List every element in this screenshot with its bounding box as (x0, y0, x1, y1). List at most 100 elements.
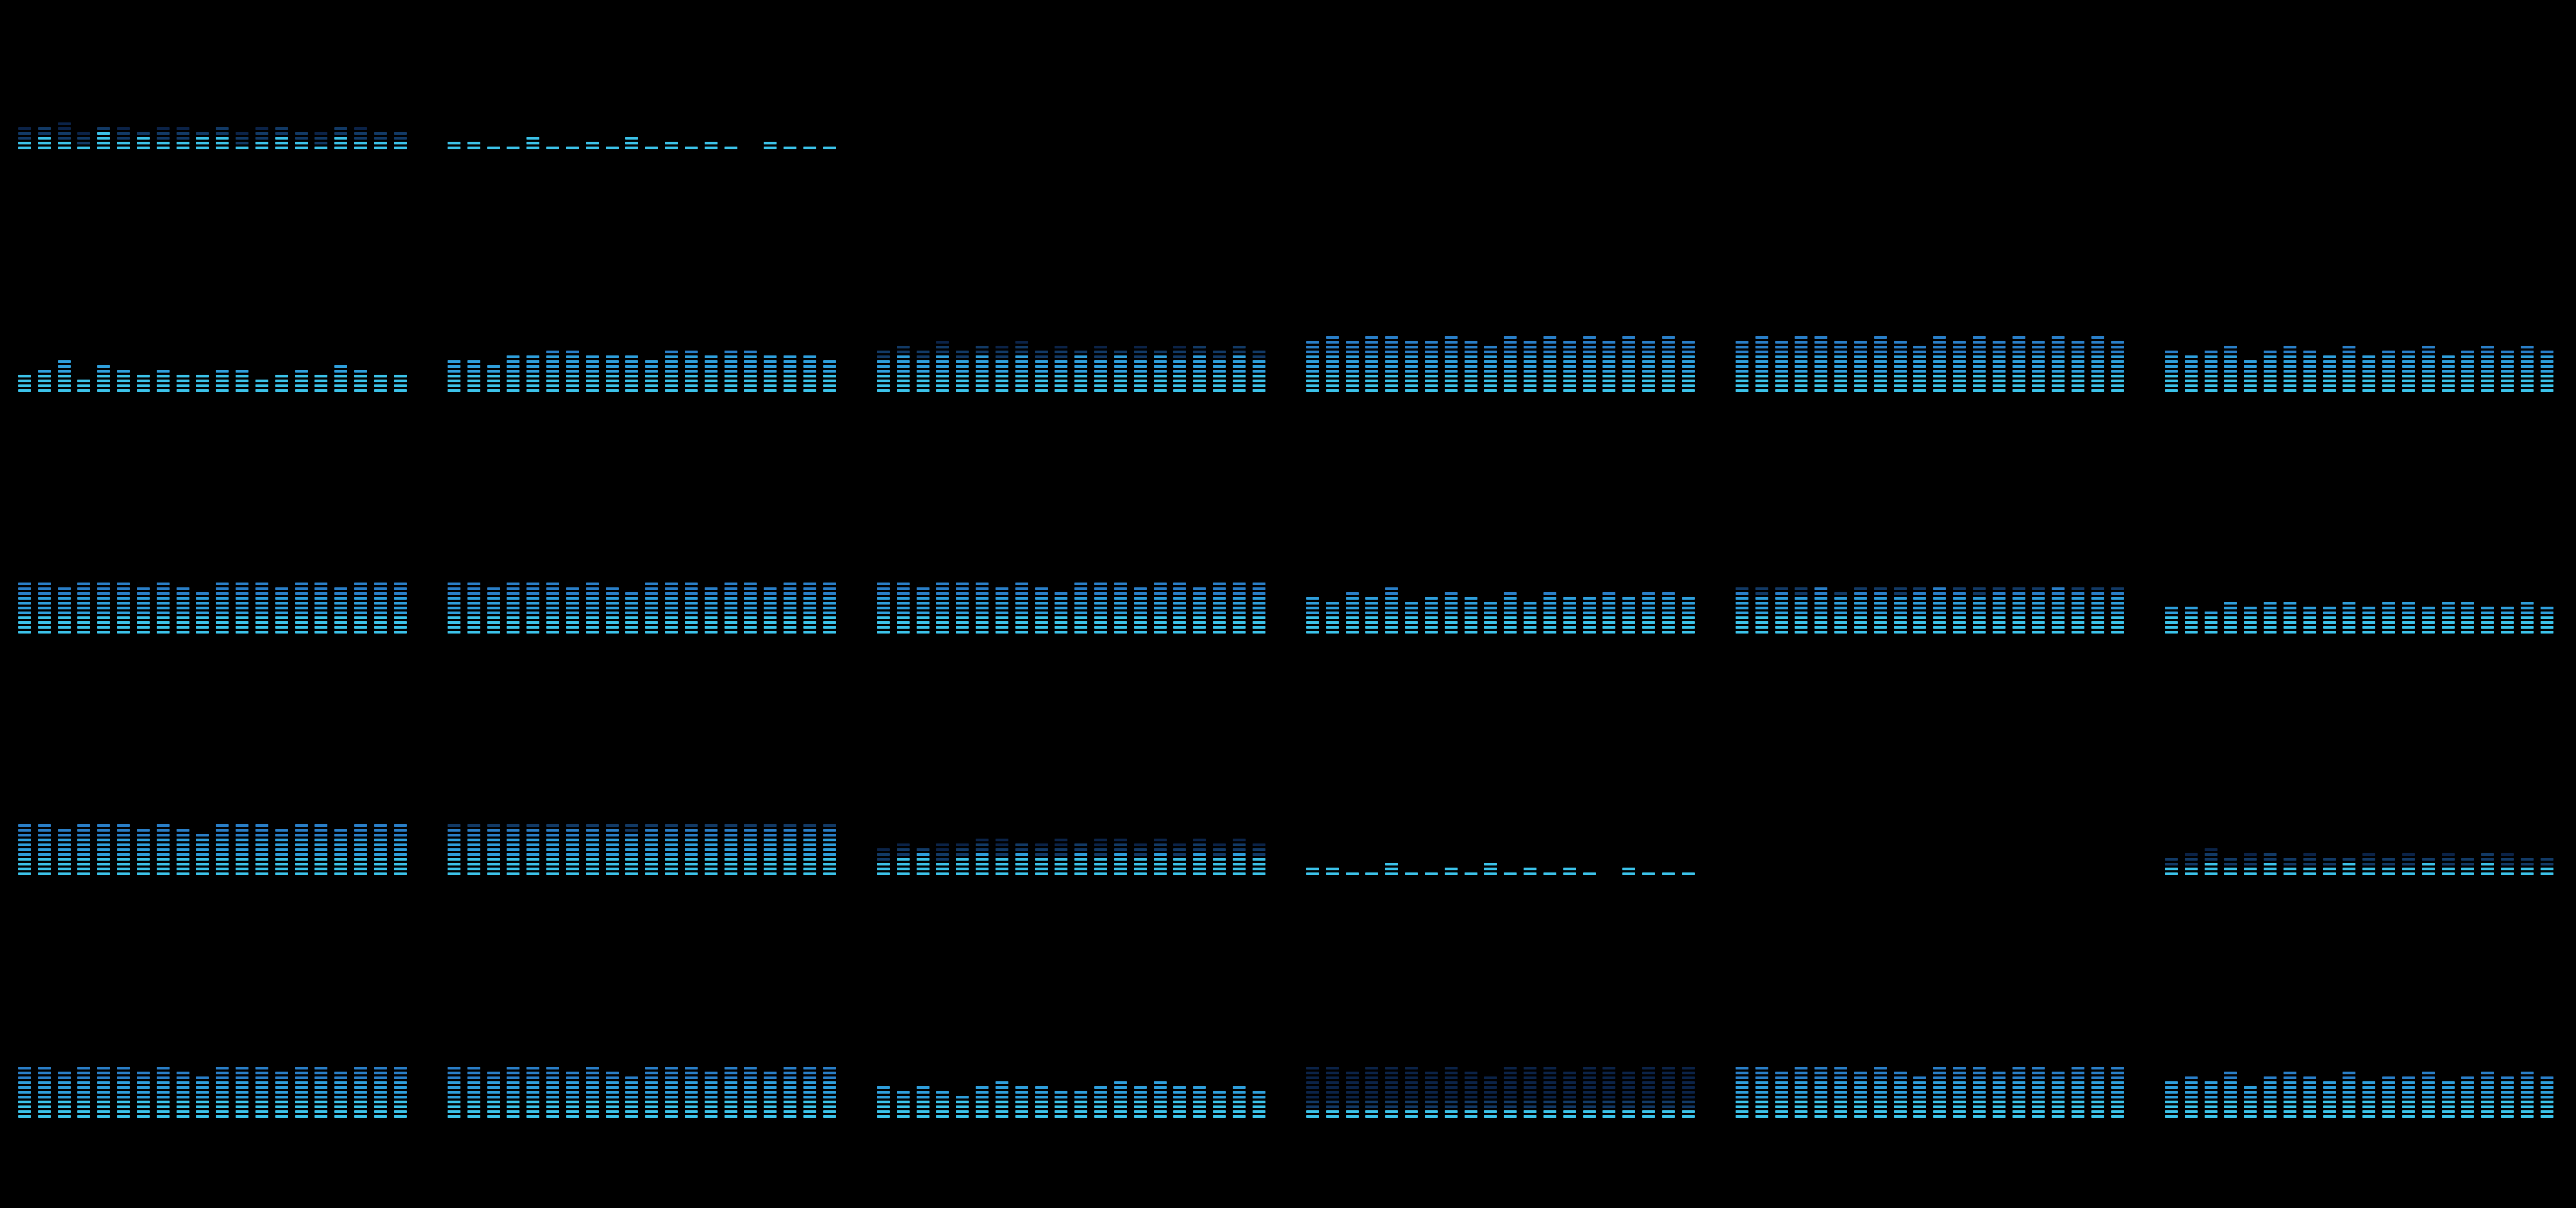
equalizer-segment (1775, 616, 1788, 619)
equalizer-segment (2303, 355, 2316, 358)
equalizer-segment (2303, 1091, 2316, 1094)
equalizer-segment (2072, 626, 2085, 629)
equalizer-segment (507, 626, 520, 629)
equalizer-segment (2421, 380, 2435, 382)
equalizer-segment (1992, 1081, 2006, 1084)
equalizer-segment (1345, 380, 1359, 382)
equalizer-segment (1755, 1072, 1768, 1074)
equalizer-segment (976, 839, 989, 841)
equalizer-segment (1133, 360, 1147, 363)
equalizer-segment (1153, 626, 1167, 629)
equalizer-segment (2224, 1105, 2237, 1108)
equalizer-segment (1543, 872, 1556, 875)
equalizer-segment (1543, 592, 1556, 595)
equalizer-segment (1074, 858, 1088, 861)
equalizer-segment (2283, 1115, 2296, 1118)
equalizer-band (2052, 1069, 2065, 1118)
equalizer-segment (314, 829, 328, 832)
equalizer-segment (1814, 587, 1828, 590)
equalizer-segment (1055, 863, 1068, 865)
equalizer-segment (1563, 612, 1576, 614)
equalizer-segment (2461, 602, 2475, 605)
equalizer-segment (1405, 621, 1418, 624)
equalizer-segment (216, 1091, 229, 1094)
equalizer-segment (823, 848, 836, 851)
equalizer-band (1933, 334, 1946, 392)
equalizer-band (1681, 1065, 1695, 1118)
equalizer-segment (526, 384, 540, 387)
equalizer-segment (374, 863, 387, 865)
equalizer-segment (448, 607, 460, 609)
equalizer-segment (507, 370, 520, 373)
equalizer-segment (1424, 341, 1438, 344)
equalizer-band (97, 125, 111, 149)
equalizer-segment (1913, 1101, 1927, 1103)
equalizer-segment (97, 1076, 111, 1079)
equalizer-segment (448, 375, 460, 377)
equalizer-segment (2224, 868, 2237, 870)
equalizer-band (77, 580, 91, 634)
equalizer-band (1464, 1069, 1477, 1118)
equalizer-segment (896, 583, 910, 585)
equalizer-segment (1345, 597, 1359, 600)
equalizer-segment (1755, 1067, 1768, 1069)
equalizer-segment (1543, 607, 1556, 609)
equalizer-segment (2362, 1105, 2376, 1108)
equalizer-segment (1563, 1081, 1576, 1084)
equalizer-segment (1893, 1081, 1907, 1084)
equalizer-segment (764, 863, 777, 865)
equalizer-band (38, 1065, 51, 1118)
equalizer-segment (2111, 380, 2124, 382)
equalizer-segment (334, 1076, 348, 1079)
equalizer-segment (526, 612, 540, 614)
equalizer-segment (896, 1115, 910, 1118)
equalizer-segment (275, 137, 288, 140)
equalizer-segment (2052, 1115, 2065, 1118)
equalizer-segment (1484, 389, 1497, 392)
equalizer-segment (1524, 872, 1537, 875)
equalizer-segment (1563, 346, 1576, 348)
equalizer-segment (1933, 370, 1946, 373)
equalizer-band (1583, 334, 1596, 392)
equalizer-segment (1662, 1081, 1675, 1084)
equalizer-segment (487, 631, 500, 634)
equalizer-segment (2224, 355, 2237, 358)
equalizer-segment (645, 370, 658, 373)
equalizer-segment (2441, 616, 2455, 619)
equalizer-segment (1953, 341, 1966, 344)
equalizer-segment (586, 1091, 599, 1094)
equalizer-segment (1972, 384, 1986, 387)
equalizer-segment (1893, 370, 1907, 373)
equalizer-segment (1563, 375, 1576, 377)
equalizer-segment (704, 142, 718, 144)
equalizer-band (1602, 870, 1615, 875)
equalizer-segment (1153, 375, 1167, 377)
equalizer-segment (2072, 1072, 2085, 1074)
equalizer-segment (57, 365, 71, 368)
equalizer-segment (1893, 380, 1907, 382)
equalizer-segment (1424, 346, 1438, 348)
equalizer-segment (1252, 1101, 1265, 1103)
equalizer-segment (2032, 1081, 2045, 1084)
equalizer-segment (2501, 380, 2514, 382)
equalizer-segment (1114, 631, 1127, 634)
equalizer-segment (2264, 1101, 2277, 1103)
equalizer-band (665, 140, 678, 149)
equalizer-segment (1252, 1110, 1265, 1113)
equalizer-segment (236, 858, 249, 861)
equalizer-segment (448, 597, 460, 600)
equalizer-segment (354, 137, 368, 140)
equalizer-segment (2091, 1067, 2104, 1069)
equalizer-segment (1854, 346, 1867, 348)
equalizer-band (784, 353, 797, 392)
equalizer-segment (1015, 1115, 1028, 1118)
equalizer-segment (117, 1091, 130, 1094)
equalizer-segment (803, 583, 816, 585)
equalizer-segment (2343, 621, 2356, 624)
equalizer-segment (1173, 370, 1187, 373)
equalizer-segment (1563, 616, 1576, 619)
equalizer-band (744, 1065, 757, 1118)
equalizer-segment (1736, 597, 1748, 600)
equalizer-segment (645, 1081, 658, 1084)
equalizer-segment (1795, 1067, 1808, 1069)
